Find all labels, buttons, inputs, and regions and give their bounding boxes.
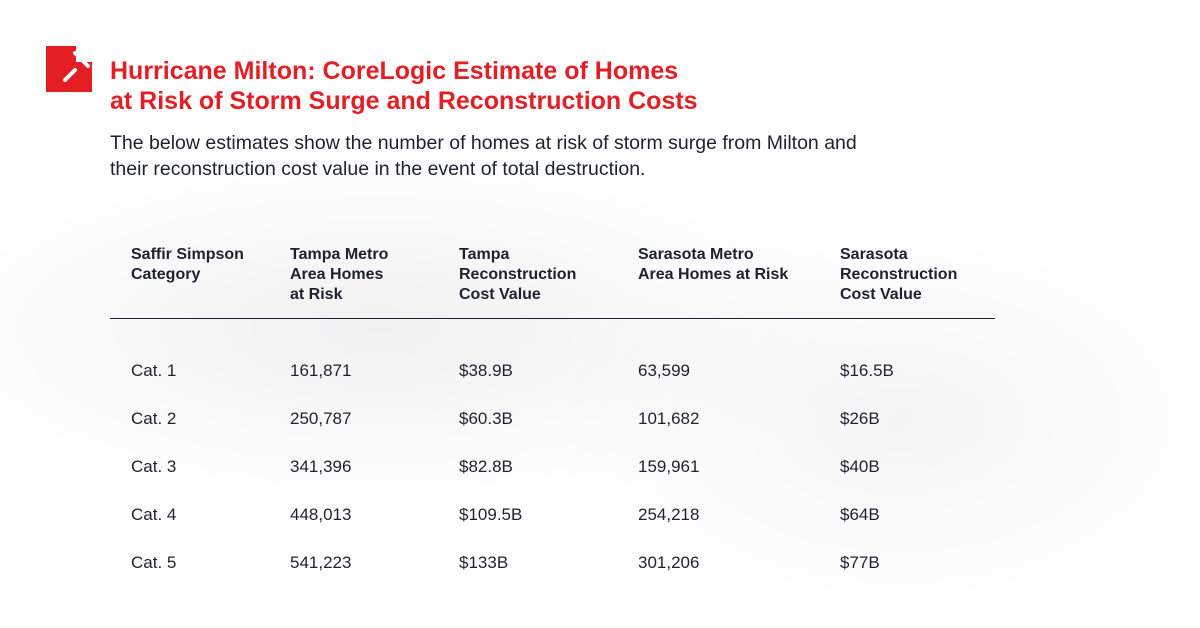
column-header-line: Area Homes at Risk [638,266,789,283]
column-header-line: Saffir Simpson [131,246,244,263]
subtitle-line-1: The below estimates show the number of h… [110,132,857,154]
column-header-line: Area Homes [290,266,384,283]
column-header-line: Sarasota Metro [638,246,754,263]
column-header: Sarasota Reconstruction Cost Value [840,245,957,305]
table-cell: $77B [840,553,880,572]
table-cell: 101,682 [638,409,700,428]
column-header-line: Tampa [459,246,510,263]
table-cell: $26B [840,409,880,428]
subtitle: The below estimates show the number of h… [110,130,1070,182]
table-cell: 341,396 [290,457,352,476]
table-cell: Cat. 3 [131,457,177,476]
column-header: Tampa Reconstruction Cost Value [459,245,576,305]
column-header-line: Sarasota [840,246,908,263]
title-line-2: at Risk of Storm Surge and Reconstructio… [110,87,698,115]
table-cell: Cat. 5 [131,553,177,572]
table-cell: $40B [840,457,880,476]
header-divider [110,318,995,319]
table-cell: 161,871 [290,361,352,380]
table-cell: $38.9B [459,361,513,380]
table-cell: 448,013 [290,505,352,524]
column-header-line: Cost Value [459,286,541,303]
column-header: Saffir Simpson Category [131,245,244,285]
table-cell: $82.8B [459,457,513,476]
table-cell: 63,599 [638,361,690,380]
column-header-line: Tampa Metro [290,246,389,263]
subtitle-line-2: their reconstruction cost value in the e… [110,158,646,180]
page-title: Hurricane Milton: CoreLogic Estimate of … [110,56,698,116]
table-cell: Cat. 2 [131,409,177,428]
table-cell: 254,218 [638,505,700,524]
table-cell: $133B [459,553,509,572]
column-header: Tampa Metro Area Homes at Risk [290,245,388,305]
column-header-line: at Risk [290,286,343,303]
table-cell: 159,961 [638,457,700,476]
column-header-line: Reconstruction [840,266,958,283]
table-cell: Cat. 4 [131,505,177,524]
column-header-line: Reconstruction [459,266,577,283]
column-header: Sarasota Metro Area Homes at Risk [638,245,788,285]
table-cell: $109.5B [459,505,523,524]
title-line-1: Hurricane Milton: CoreLogic Estimate of … [110,57,679,85]
table-cell: $60.3B [459,409,513,428]
table-cell: 250,787 [290,409,352,428]
corelogic-logo-icon [46,46,92,92]
table-cell: Cat. 1 [131,361,177,380]
table-cell: 301,206 [638,553,700,572]
table-cell: $64B [840,505,880,524]
table-cell: $16.5B [840,361,894,380]
table-cell: 541,223 [290,553,352,572]
column-header-line: Cost Value [840,286,922,303]
column-header-line: Category [131,266,201,283]
